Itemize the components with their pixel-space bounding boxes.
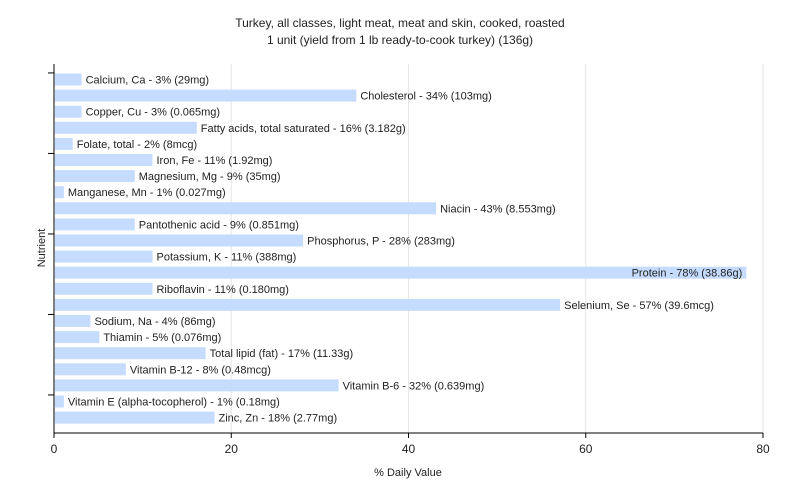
bar-label: Copper, Cu - 3% (0.065mg)	[86, 107, 221, 119]
bar	[55, 137, 73, 150]
bar	[55, 411, 215, 424]
bar	[55, 234, 304, 247]
bar-label: Iron, Fe - 11% (1.92mg)	[156, 155, 272, 167]
x-axis-title: % Daily Value	[374, 467, 442, 479]
bar-label: Niacin - 43% (8.553mg)	[440, 203, 556, 215]
x-tick-label: 20	[225, 442, 239, 456]
bar	[55, 395, 64, 408]
bar-label: Vitamin E (alpha-tocopherol) - 1% (0.18m…	[68, 397, 280, 409]
y-axis-title: Nutrient	[36, 229, 48, 268]
bar	[55, 186, 64, 199]
bar	[55, 363, 126, 376]
bar	[55, 315, 91, 327]
bar-label: Folate, total - 2% (8mcg)	[77, 139, 197, 151]
bar	[55, 218, 135, 231]
x-ticks: 0 20 40 60 80	[48, 72, 770, 456]
x-tick-label: 80	[756, 442, 770, 456]
grid-lines	[230, 64, 764, 433]
bar	[55, 331, 100, 344]
bar	[55, 170, 135, 183]
chart-subtitle: 1 unit (yield from 1 lb ready-to-cook tu…	[267, 33, 533, 47]
bar	[55, 154, 153, 166]
bar-label: Vitamin B-6 - 32% (0.639mg)	[343, 380, 485, 392]
bar	[55, 298, 561, 311]
bar	[55, 105, 82, 118]
x-tick-label: 40	[402, 442, 416, 456]
bar-label: Pantothenic acid - 9% (0.851mg)	[139, 219, 299, 231]
bar-label: Riboflavin - 11% (0.180mg)	[156, 284, 288, 296]
bar-label: Phosphorus, P - 28% (283mg)	[307, 236, 455, 248]
bar	[55, 282, 153, 295]
bar-label: Magnesium, Mg - 9% (35mg)	[139, 171, 281, 183]
bar-label: Zinc, Zn - 18% (2.77mg)	[219, 413, 338, 425]
bar-label: Vitamin B-12 - 8% (0.48mcg)	[130, 364, 271, 376]
bar-label: Cholesterol - 34% (103mg)	[360, 91, 491, 103]
bar	[55, 89, 357, 102]
bar	[55, 347, 206, 360]
bars	[55, 73, 747, 424]
bar-label: Total lipid (fat) - 17% (11.33g)	[210, 348, 353, 360]
bar	[55, 266, 747, 279]
bar-label: Protein - 78% (38.86g)	[632, 268, 743, 280]
bar	[55, 202, 437, 215]
bar	[55, 379, 339, 392]
bar-labels: Calcium, Ca - 3% (29mg) Cholesterol - 34%…	[68, 75, 742, 425]
chart-title: Turkey, all classes, light meat, meat an…	[235, 16, 564, 30]
bar-label: Thiamin - 5% (0.076mg)	[103, 332, 221, 344]
bar-label: Sodium, Na - 4% (86mg)	[94, 316, 215, 328]
bar-label: Manganese, Mn - 1% (0.027mg)	[68, 187, 226, 199]
bar-label: Calcium, Ca - 3% (29mg)	[86, 75, 209, 87]
bar	[55, 250, 153, 263]
bar-label: Potassium, K - 11% (388mg)	[156, 252, 296, 264]
bar	[55, 121, 197, 134]
bar	[55, 73, 82, 86]
x-tick-label: 60	[579, 442, 593, 456]
x-tick-label: 0	[51, 442, 58, 456]
bar-label: Fatty acids, total saturated - 16% (3.18…	[201, 123, 406, 135]
bar-label: Selenium, Se - 57% (39.6mcg)	[564, 300, 714, 312]
